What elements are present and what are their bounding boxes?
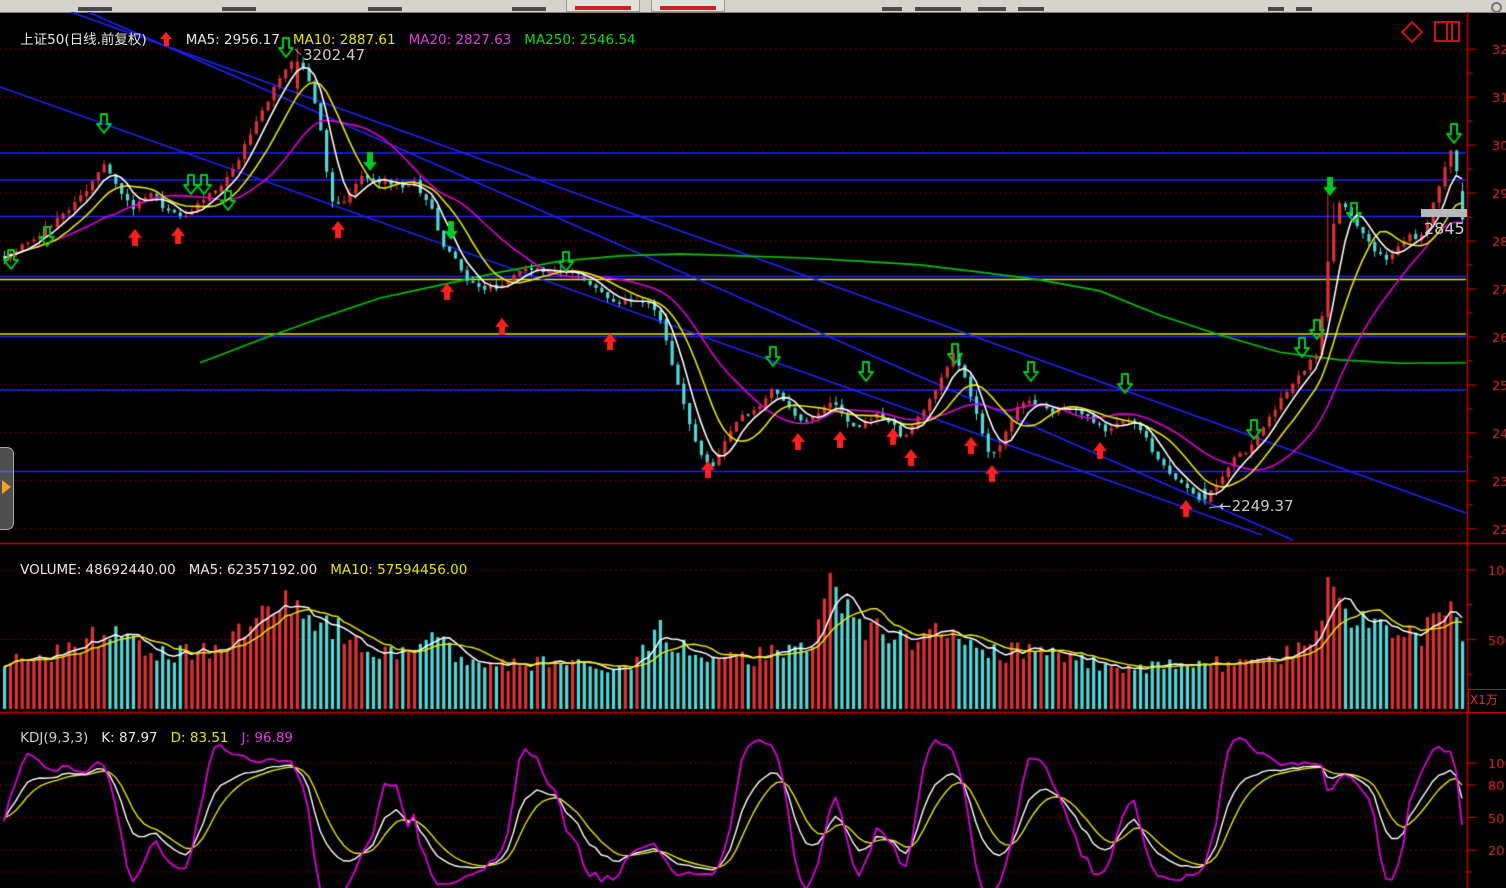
buy-signal-arrow-icon — [159, 32, 173, 46]
toolbar-icon-fragment[interactable] — [978, 7, 1006, 11]
ma20-value: MA20: 2827.63 — [408, 32, 512, 48]
chart-canvas[interactable] — [0, 12, 1506, 888]
last-price-label: 2845 — [1424, 219, 1465, 238]
toolbar-icon-fragment[interactable] — [1296, 7, 1312, 11]
volume-ma10: MA10: 57594456.00 — [330, 562, 468, 578]
menu-item-fragment[interactable] — [512, 7, 546, 11]
last-price-marker — [1421, 209, 1467, 217]
ma10-value: MA10: 2887.61 — [292, 32, 396, 48]
kdj-j-value: J: 96.89 — [241, 730, 293, 746]
menu-item-fragment[interactable] — [222, 7, 256, 11]
kdj-title: KDJ(9,3,3) — [20, 730, 89, 746]
search-icon[interactable] — [1491, 2, 1502, 12]
toolbar-icon-fragment[interactable] — [1268, 7, 1284, 11]
menu-item-fragment[interactable] — [78, 7, 112, 11]
toolbar-button-fragment[interactable] — [651, 0, 725, 12]
ma250-value: MA250: 2546.54 — [524, 32, 636, 48]
volume-value: VOLUME: 48692440.00 — [20, 562, 176, 578]
volume-header: VOLUME: 48692440.00 MA5: 62357192.00 MA10:… — [3, 546, 480, 594]
sidebar-expander[interactable] — [0, 447, 14, 530]
ma5-value: MA5: 2956.17 — [185, 32, 280, 48]
high-price-label: 3202.47 — [303, 46, 366, 64]
toolbar-icon-fragment[interactable] — [915, 7, 961, 11]
volume-unit-label: X1万 — [1468, 689, 1506, 713]
kdj-k-value: K: 87.97 — [101, 730, 158, 746]
split-window-icon[interactable] — [1434, 21, 1460, 42]
toolbar-button-fragment[interactable] — [566, 0, 640, 12]
toolbar-icon-fragment[interactable] — [882, 7, 902, 11]
toolbar-icon-fragment[interactable] — [1018, 7, 1044, 11]
kdj-header: KDJ(9,3,3) K: 87.97 D: 83.51 J: 96.89 — [3, 714, 306, 762]
kdj-d-value: D: 83.51 — [170, 730, 229, 746]
symbol-title: 上证50(日线.前复权) — [20, 32, 147, 48]
volume-ma5: MA5: 62357192.00 — [188, 562, 318, 578]
low-price-label: ←2249.37 — [1219, 497, 1294, 515]
expand-arrow-icon — [2, 480, 11, 494]
main-chart-header: 上证50(日线.前复权) MA5: 2956.17 MA10: 2887.61 MA2… — [3, 16, 649, 64]
menu-item-fragment[interactable] — [368, 7, 402, 11]
